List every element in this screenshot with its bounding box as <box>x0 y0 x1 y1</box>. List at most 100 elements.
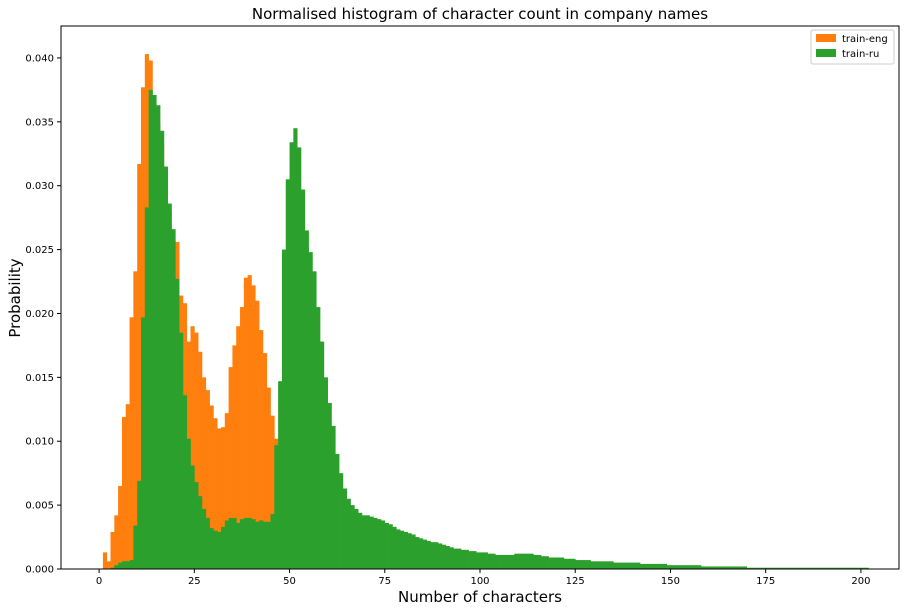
bar-train-ru-97 <box>468 551 473 569</box>
bar-train-ru-17 <box>163 166 169 570</box>
bar-train-ru-175 <box>765 567 770 569</box>
bar-train-ru-104 <box>495 554 500 569</box>
y-tick-label: 0.035 <box>25 117 54 128</box>
bar-train-eng-26 <box>198 351 203 569</box>
bar-train-ru-48 <box>281 249 287 569</box>
bar-train-ru-81 <box>407 533 412 569</box>
bar-train-ru-196 <box>845 567 850 569</box>
bar-train-ru-10 <box>137 480 142 569</box>
bar-train-ru-169 <box>742 566 747 569</box>
x-tick-label: 0 <box>96 576 102 587</box>
bar-train-eng-25 <box>194 332 199 569</box>
bar-train-ru-121 <box>559 557 565 569</box>
bar-train-ru-29 <box>209 528 214 569</box>
bar-train-ru-115 <box>537 554 542 569</box>
bar-train-ru-47 <box>278 381 283 569</box>
bar-train-ru-180 <box>784 567 789 569</box>
bar-train-ru-132 <box>601 561 607 569</box>
bar-train-ru-13 <box>148 89 153 569</box>
x-tick-label: 125 <box>566 576 585 587</box>
bar-train-ru-198 <box>853 567 858 569</box>
bar-train-eng-44 <box>266 387 271 569</box>
bar-train-ru-82 <box>411 534 416 569</box>
bar-train-ru-167 <box>735 566 740 569</box>
bar-train-ru-63 <box>339 473 344 569</box>
bar-train-ru-192 <box>830 567 835 569</box>
bar-train-ru-31 <box>217 531 222 569</box>
bar-train-eng-9 <box>133 271 138 569</box>
bar-train-eng-42 <box>259 330 264 569</box>
bar-train-ru-105 <box>499 554 504 569</box>
y-tick-label: 0.015 <box>25 373 54 384</box>
bar-train-ru-126 <box>579 560 584 569</box>
bar-train-ru-9 <box>133 525 138 569</box>
bar-train-ru-114 <box>533 554 538 569</box>
bar-train-ru-164 <box>723 566 728 569</box>
bar-train-eng-37 <box>240 307 245 569</box>
bar-train-ru-60 <box>327 402 332 569</box>
bar-train-ru-154 <box>685 565 690 569</box>
bar-train-ru-194 <box>838 567 843 569</box>
bar-train-ru-83 <box>415 537 420 569</box>
bar-train-ru-91 <box>445 546 450 569</box>
bar-train-ru-140 <box>632 562 637 569</box>
bar-train-ru-152 <box>678 565 683 569</box>
bar-train-eng-35 <box>232 345 237 569</box>
bar-train-ru-127 <box>582 560 588 569</box>
bar-train-ru-200 <box>860 567 866 569</box>
bar-train-eng-39 <box>247 275 252 569</box>
bar-train-ru-157 <box>697 565 702 569</box>
bar-train-ru-24 <box>190 465 195 569</box>
y-tick-label: 0.000 <box>25 565 54 576</box>
bar-train-eng-30 <box>213 418 218 569</box>
bar-train-ru-168 <box>739 566 744 569</box>
bar-train-ru-148 <box>662 563 667 569</box>
x-tick-label: 100 <box>470 576 489 587</box>
bar-train-ru-71 <box>369 516 374 569</box>
bar-train-ru-41 <box>255 521 260 569</box>
bar-train-eng-24 <box>190 326 195 569</box>
bar-train-ru-102 <box>487 553 492 569</box>
bar-train-ru-177 <box>773 567 778 569</box>
y-tick-label: 0.025 <box>25 245 54 256</box>
bar-train-eng-36 <box>236 326 241 569</box>
y-axis-label: Probability <box>6 258 24 337</box>
bar-train-ru-94 <box>457 548 462 569</box>
bar-train-ru-57 <box>316 307 321 569</box>
legend: train-eng train-ru <box>810 29 895 65</box>
bar-train-ru-12 <box>144 207 149 569</box>
bar-train-ru-119 <box>552 557 557 569</box>
bar-train-ru-52 <box>297 147 302 569</box>
chart-title: Normalised histogram of character count … <box>252 5 708 23</box>
bar-train-ru-49 <box>285 179 290 569</box>
bar-train-ru-158 <box>700 566 706 569</box>
bar-train-ru-39 <box>247 517 252 569</box>
bar-train-eng-38 <box>243 277 248 569</box>
bar-train-ru-40 <box>251 519 256 569</box>
bar-train-ru-199 <box>857 567 862 569</box>
bar-train-eng-31 <box>217 428 222 569</box>
bar-train-ru-124 <box>571 558 576 569</box>
bar-train-ru-109 <box>514 553 519 569</box>
bar-train-ru-116 <box>540 556 546 569</box>
bar-train-ru-106 <box>502 554 508 569</box>
bar-train-ru-172 <box>754 567 759 569</box>
bar-train-ru-62 <box>335 454 340 569</box>
bar-train-eng-2 <box>106 561 111 569</box>
bar-train-ru-53 <box>300 189 306 570</box>
bar-train-eng-33 <box>224 413 229 569</box>
bar-train-ru-27 <box>201 508 207 569</box>
bar-train-ru-11 <box>140 317 146 569</box>
bar-train-ru-88 <box>434 542 439 569</box>
bar-train-ru-141 <box>636 562 641 569</box>
bar-train-ru-156 <box>693 565 698 569</box>
bar-train-ru-125 <box>575 560 580 569</box>
bar-train-ru-37 <box>240 519 245 569</box>
bar-train-ru-144 <box>647 563 652 569</box>
legend-swatch-train-eng <box>816 34 836 42</box>
y-tick-label: 0.010 <box>25 437 54 448</box>
bar-train-ru-50 <box>289 142 294 569</box>
bars-layer <box>102 54 869 570</box>
bar-train-ru-76 <box>388 524 393 569</box>
bar-train-ru-51 <box>293 128 298 569</box>
